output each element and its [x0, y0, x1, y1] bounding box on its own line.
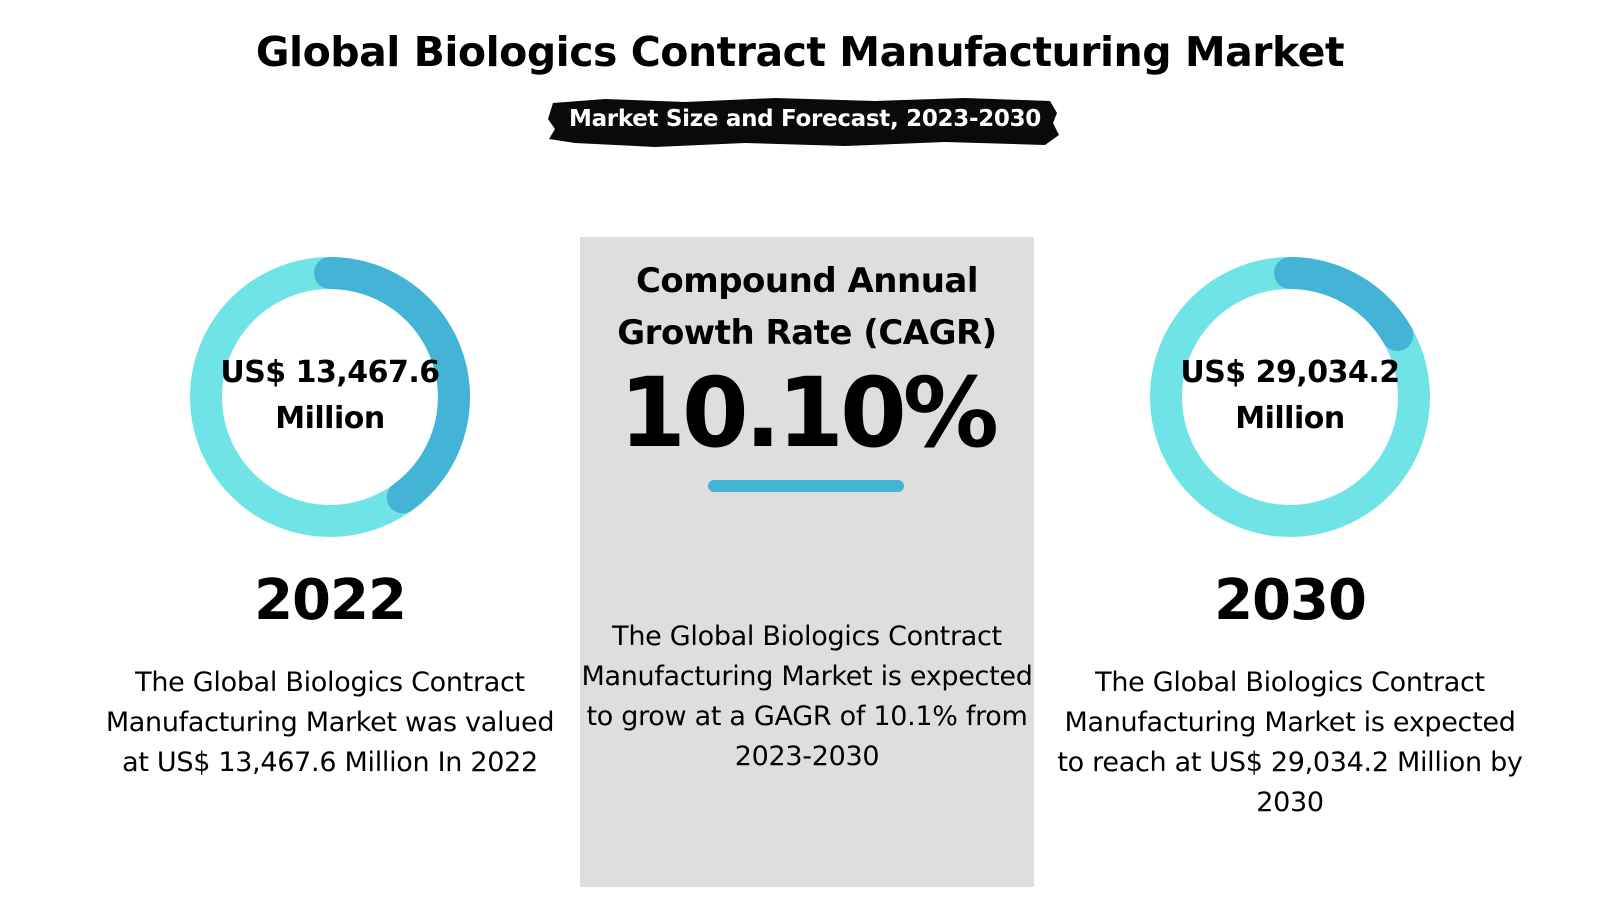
cagr-panel: Compound Annual Growth Rate (CAGR) 10.10… [580, 237, 1034, 887]
page-title: Global Biologics Contract Manufacturing … [255, 28, 1345, 76]
donut-ring-2022 [190, 257, 470, 537]
cagr-heading-line1: Compound Annual [635, 261, 979, 301]
brush-stroke-background [548, 98, 1059, 147]
cagr-value: 10.10% [619, 357, 999, 469]
value-2030-amount: US$ 29,034.2 [1180, 355, 1400, 390]
value-2030-label: US$ 29,034.2 Million [1145, 350, 1435, 442]
value-2022-amount: US$ 13,467.6 [220, 355, 440, 390]
description-2022: The Global Biologics Contract Manufactur… [105, 667, 555, 778]
cagr-heading-line2: Growth Rate (CAGR) [617, 313, 997, 353]
cagr-heading: Compound Annual Growth Rate (CAGR) [580, 255, 1034, 359]
cagr-underline [708, 480, 904, 492]
value-2030-unit: Million [1235, 401, 1345, 436]
year-2022: 2022 [254, 568, 407, 633]
value-2022-label: US$ 13,467.6 Million [185, 350, 475, 442]
donut-ring-2030 [1150, 257, 1430, 537]
year-2030: 2030 [1214, 568, 1367, 633]
subtitle-banner: Market Size and Forecast, 2023-2030 [545, 93, 1065, 151]
subtitle: Market Size and Forecast, 2023-2030 [568, 106, 1042, 132]
cagr-description: The Global Biologics Contract Manufactur… [581, 621, 1033, 772]
description-2030: The Global Biologics Contract Manufactur… [1057, 667, 1523, 818]
value-2022-unit: Million [275, 401, 385, 436]
